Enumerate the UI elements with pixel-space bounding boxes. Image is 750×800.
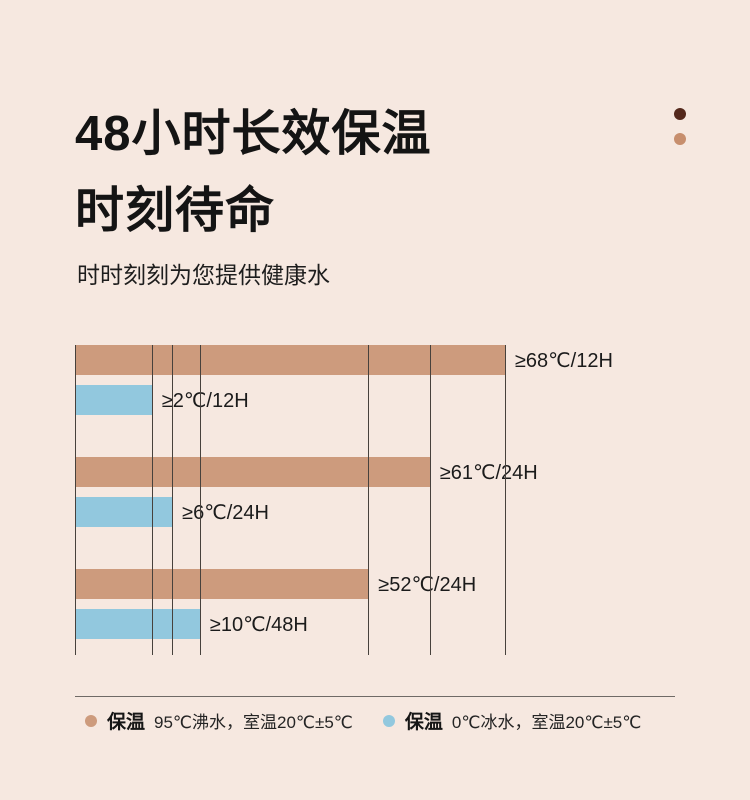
bar-cold [75, 385, 152, 415]
bar-row: ≥52℃/24H [75, 569, 640, 599]
bar-label: ≥61℃/24H [439, 461, 538, 484]
bar-label: ≥6℃/24H [182, 501, 269, 524]
page-title-line2: 时刻待命 [75, 184, 276, 238]
bar-row: ≥6℃/24H [75, 497, 640, 527]
bar-cold [75, 609, 200, 639]
decor-dots [674, 108, 686, 145]
divider-line [75, 696, 675, 697]
chart-gridline [151, 345, 153, 655]
bar-label: ≥2℃/12H [161, 389, 249, 412]
insulation-bar-chart: ≥68℃/12H ≥2℃/12H ≥61℃/24H ≥6℃/24H ≥52℃/24H ≥1… [75, 345, 640, 655]
page-subtitle: 时时刻刻为您提供健康水 [77, 262, 330, 288]
decor-dot-dark-icon [674, 108, 686, 120]
bar-group: ≥52℃/24H ≥10℃/48H [75, 569, 640, 639]
bar-hot [75, 569, 369, 599]
bar-row: ≥68℃/12H [75, 345, 640, 375]
bar-hot [75, 345, 505, 375]
bar-row: ≥61℃/24H [75, 457, 640, 487]
bar-group: ≥68℃/12H ≥2℃/12H [75, 345, 640, 415]
bar-group: ≥61℃/24H ≥6℃/24H [75, 457, 640, 527]
page-title-line1: 48小时长效保温 [75, 107, 432, 161]
bar-label: ≥52℃/24H [378, 573, 477, 596]
page-title: 48小时长效保温 时刻待命 [75, 96, 432, 250]
legend-item: 保温 95℃沸水，室温20℃±5℃ [85, 707, 353, 734]
legend-title: 保温 [107, 712, 146, 733]
legend-item: 保温 0℃冰水，室温20℃±5℃ [382, 707, 642, 734]
legend-dot-icon [382, 714, 395, 727]
legend-desc: 95℃沸水，室温20℃±5℃ [154, 713, 353, 732]
legend-title: 保温 [404, 712, 443, 733]
chart-gridline [75, 345, 76, 655]
bar-cold [75, 497, 173, 527]
chart-gridline [504, 345, 506, 655]
decor-dot-tan-icon [674, 133, 686, 145]
legend-desc: 0℃冰水，室温20℃±5℃ [451, 713, 642, 732]
bar-row: ≥10℃/48H [75, 609, 640, 639]
chart-gridline [429, 345, 431, 655]
chart-legend: 保温 95℃沸水，室温20℃±5℃ 保温 0℃冰水，室温20℃±5℃ [75, 707, 715, 734]
bar-label: ≥10℃/48H [209, 613, 308, 636]
chart-gridline [199, 345, 201, 655]
bar-row: ≥2℃/12H [75, 385, 640, 415]
bar-hot [75, 457, 430, 487]
chart-gridline [172, 345, 174, 655]
bar-label: ≥68℃/12H [514, 349, 613, 372]
legend-dot-icon [85, 714, 97, 727]
chart-gridline [368, 345, 370, 655]
